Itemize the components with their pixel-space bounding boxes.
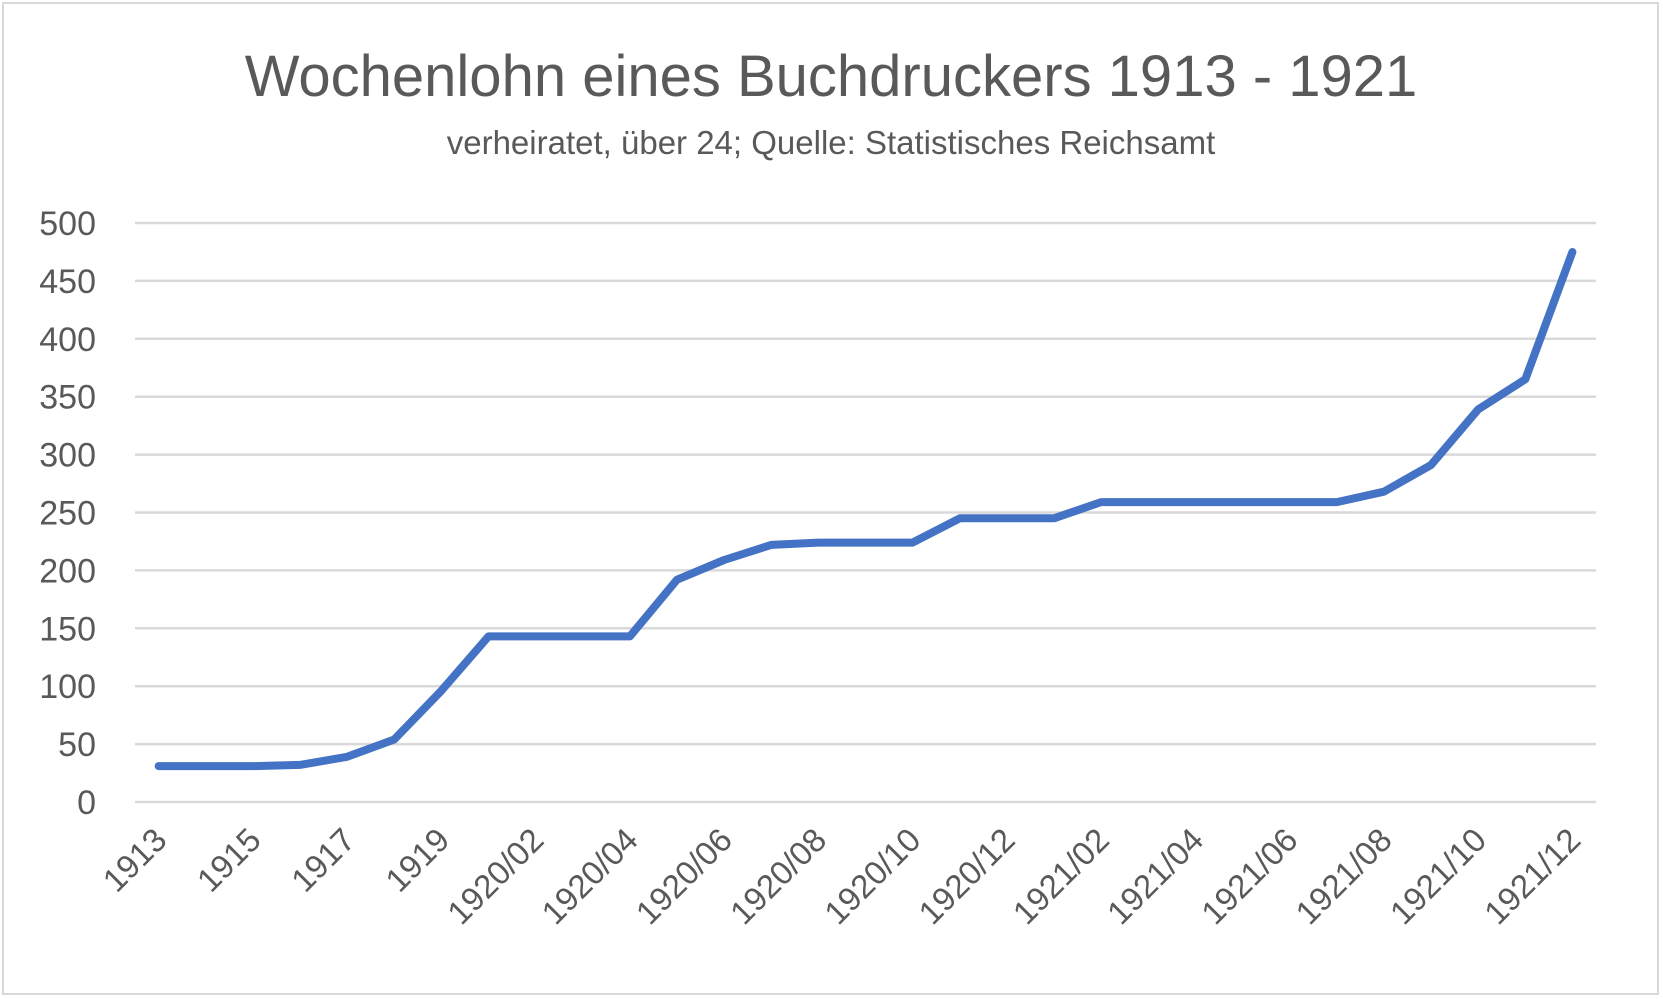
y-tick-label: 450 bbox=[39, 263, 96, 301]
x-tick-label: 1920/08 bbox=[723, 821, 834, 932]
series-line-0 bbox=[154, 248, 1577, 771]
chart-subtitle: verheiratet, über 24; Quelle: Statistisc… bbox=[447, 124, 1216, 161]
x-tick-label: 1921/08 bbox=[1288, 821, 1399, 932]
gridlines bbox=[135, 221, 1596, 804]
x-tick-label: 1921/02 bbox=[1006, 821, 1117, 932]
x-tick-label: 1921/06 bbox=[1194, 821, 1305, 932]
y-tick-label: 300 bbox=[39, 437, 96, 475]
y-tick-label: 250 bbox=[39, 495, 96, 533]
y-tick-label: 500 bbox=[39, 205, 96, 243]
y-axis-ticks: 0 50 100 150 200 250 300 350 400 450 500 bbox=[39, 205, 96, 822]
x-tick-label: 1921/04 bbox=[1100, 821, 1211, 932]
series-group bbox=[154, 248, 1577, 771]
y-tick-label: 150 bbox=[39, 610, 96, 648]
x-tick-label: 1920/02 bbox=[440, 821, 551, 932]
y-tick-label: 0 bbox=[77, 784, 96, 822]
x-tick-label: 1919 bbox=[378, 821, 456, 899]
x-tick-label: 1915 bbox=[190, 821, 268, 899]
y-tick-label: 50 bbox=[58, 726, 96, 764]
y-tick-label: 400 bbox=[39, 321, 96, 359]
x-tick-label: 1920/10 bbox=[817, 821, 928, 932]
x-tick-label: 1921/10 bbox=[1383, 821, 1494, 932]
y-tick-label: 350 bbox=[39, 379, 96, 417]
y-tick-label: 200 bbox=[39, 552, 96, 590]
x-axis-ticks: 1913 1915 1917 19191920/021920/041920/06192… bbox=[95, 821, 1587, 932]
x-tick-label: 1920/06 bbox=[629, 821, 740, 932]
x-tick-label: 1920/04 bbox=[534, 821, 645, 932]
x-tick-label: 1913 bbox=[95, 821, 173, 899]
x-tick-label: 1920/12 bbox=[911, 821, 1022, 932]
x-tick-label: 1917 bbox=[284, 821, 362, 899]
y-tick-label: 100 bbox=[39, 668, 96, 706]
chart-title: Wochenlohn eines Buchdruckers 1913 - 192… bbox=[245, 44, 1418, 109]
x-tick-label: 1921/12 bbox=[1477, 821, 1588, 932]
